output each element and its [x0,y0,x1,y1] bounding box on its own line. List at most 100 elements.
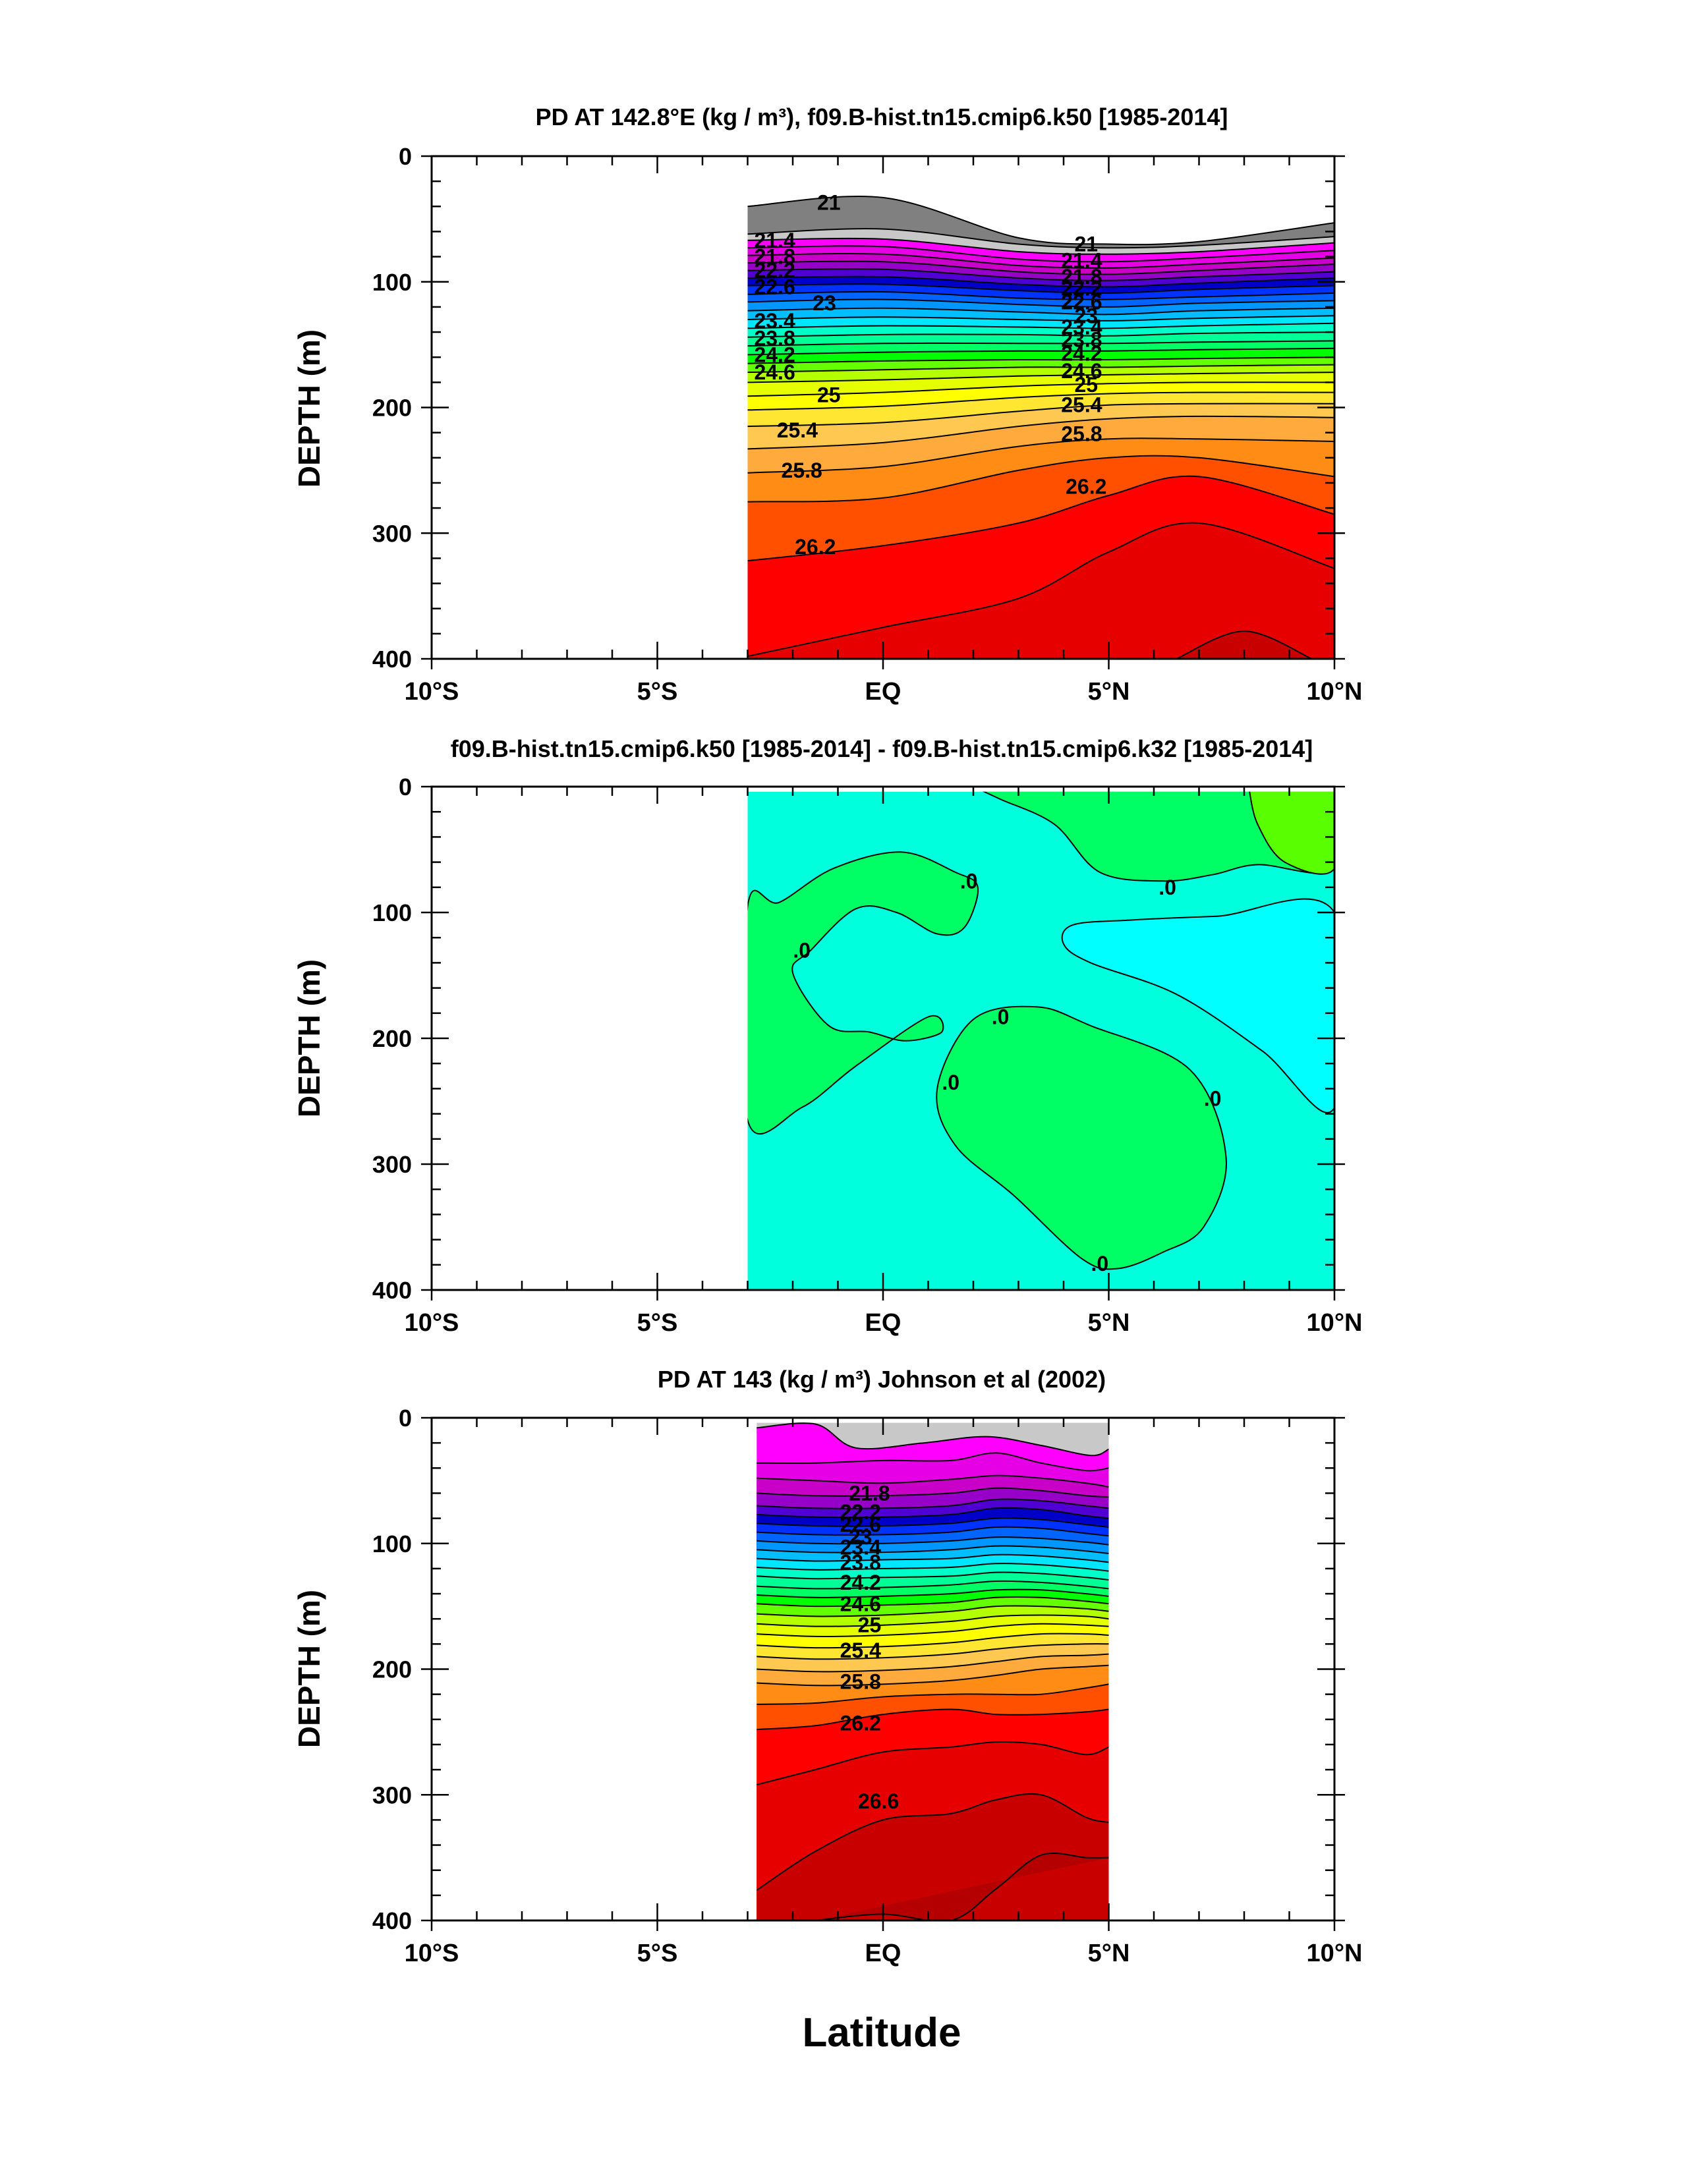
isopycnal-22.0 [747,260,1334,275]
y-axis-label: DEPTH (m) [292,1590,326,1748]
isopycnal-22.8 [757,1526,1109,1537]
y-tick-label: 400 [372,646,412,673]
y-tick-label: 0 [399,143,412,170]
isopycnal-23.4 [757,1554,1109,1563]
contour-label: 24.2 [1061,341,1102,365]
panel-model-pd: PD AT 142.8°E (kg / m³), f09.B-hist.tn15… [292,103,1362,706]
isopycnal-22.4 [757,1507,1109,1519]
isopycnal-22.2 [747,268,1334,281]
contour-label: 25.4 [777,418,818,442]
contour-label: 24.2 [840,1571,881,1594]
contour-label: 21.4 [1061,248,1102,272]
isopycnal-21.4 [757,1422,1109,1457]
contour-label: 21.4 [754,229,795,252]
contour-label: 22.2 [1061,276,1102,300]
contour-label: 26.6 [858,1789,899,1813]
contour-label: 23.4 [840,1535,881,1559]
x-tick-label: 10°N [1307,678,1363,706]
contour-label: 23.4 [1061,315,1102,339]
contour-label: .0 [1204,1087,1222,1111]
contour-label: 26.2 [1066,475,1106,499]
isopycnal-26.2 [747,475,1334,562]
isopycnal-21.0 [747,196,1334,246]
isopycnal-26.6 [757,1793,1109,1891]
isopycnal-26.0 [747,455,1334,503]
isopycnal-22.8 [747,291,1334,300]
y-tick-label: 200 [372,1656,412,1683]
panel-title: PD AT 143 (kg / m³) Johnson et al (2002) [658,1366,1106,1393]
isopycnal-21.6 [747,245,1334,263]
contour-label: 24.6 [840,1592,881,1615]
panel-model-difference: f09.B-hist.tn15.cmip6.k50 [1985-2014] - … [292,735,1362,1337]
contour-label: 25 [1074,373,1098,397]
contour-label: 23.8 [840,1550,881,1574]
contour-label: 21.8 [1061,265,1102,289]
isopycnal-26.8 [815,1853,1109,1920]
y-axis-label: DEPTH (m) [292,959,326,1117]
contour-label: 22.6 [840,1513,881,1536]
isopycnal-24.0 [747,340,1334,347]
y-tick-label: 200 [372,1025,412,1052]
difference-field [747,791,1334,1290]
isopycnal-25.2 [747,391,1334,411]
x-tick-label: EQ [865,1940,901,1967]
panel-title: f09.B-hist.tn15.cmip6.k50 [1985-2014] - … [451,735,1313,762]
isopycnal-26.4 [747,522,1334,658]
contour-label: .0 [992,1005,1010,1029]
x-tick-label: 5°S [637,678,678,706]
isopycnal-21.6 [757,1452,1109,1472]
y-tick-label: 100 [372,269,412,296]
y-tick-label: 200 [372,395,412,422]
contour-label: .0 [1158,876,1176,899]
contour-label: 24.6 [1061,359,1102,383]
x-axis-label: Latitude [802,2010,961,2056]
contour-label: 23 [849,1525,872,1549]
isopycnal-21.4 [747,237,1334,255]
contour-label: .0 [942,1071,959,1094]
isopycnal-25.6 [747,415,1334,450]
isopycnal-25.6 [757,1653,1109,1673]
contour-label: 25 [858,1613,882,1637]
isopycnal-23.2 [747,307,1334,316]
y-tick-label: 0 [399,1405,412,1432]
contour-label: 21.8 [754,245,795,269]
isopycnal-26.4 [757,1741,1109,1785]
panel-title: PD AT 142.8°E (kg / m³), f09.B-hist.tn15… [536,103,1228,130]
contour-label: 21.8 [849,1481,890,1505]
isopycnal-21.8 [747,252,1334,269]
contour-label: 24.2 [754,343,795,366]
contour-label: 25.8 [1061,422,1102,446]
isopycnal-22.6 [757,1517,1109,1528]
contour-fills [747,196,1334,659]
x-tick-label: 10°S [405,678,459,706]
contour-lines [747,196,1334,659]
contour-label: 23.8 [754,327,795,350]
contour-lines [757,1422,1109,1920]
contour-label: 24.6 [754,360,795,384]
contour-label: 25 [817,383,841,406]
contour-label: 22.2 [840,1500,881,1524]
isopycnal-22.2 [757,1498,1109,1509]
x-tick-label: 5°S [637,1940,678,1967]
contour-label: .0 [1091,1252,1108,1275]
y-axis-label: DEPTH (m) [292,329,326,488]
isopycnal-25.0 [747,381,1334,397]
contour-label: .0 [793,938,811,962]
isopycnal-23.8 [747,331,1334,338]
contour-label: 25.8 [840,1670,881,1694]
difference-region [747,851,979,1135]
y-tick-label: 300 [372,520,412,547]
isopycnal-23.0 [757,1536,1109,1546]
panel-observed-pd: PD AT 143 (kg / m³) Johnson et al (2002)… [292,1366,1362,1967]
contour-label: 21 [1074,233,1098,256]
contour-label: 23 [813,291,836,315]
contour-label: 23.8 [1061,327,1102,351]
difference-region [936,1005,1227,1270]
isopycnal-25.8 [757,1664,1109,1687]
difference-region [983,791,1334,882]
y-tick-label: 0 [399,773,412,800]
x-tick-label: 10°N [1307,1940,1363,1967]
x-tick-label: 10°S [405,1309,459,1337]
x-tick-label: EQ [865,1309,901,1337]
